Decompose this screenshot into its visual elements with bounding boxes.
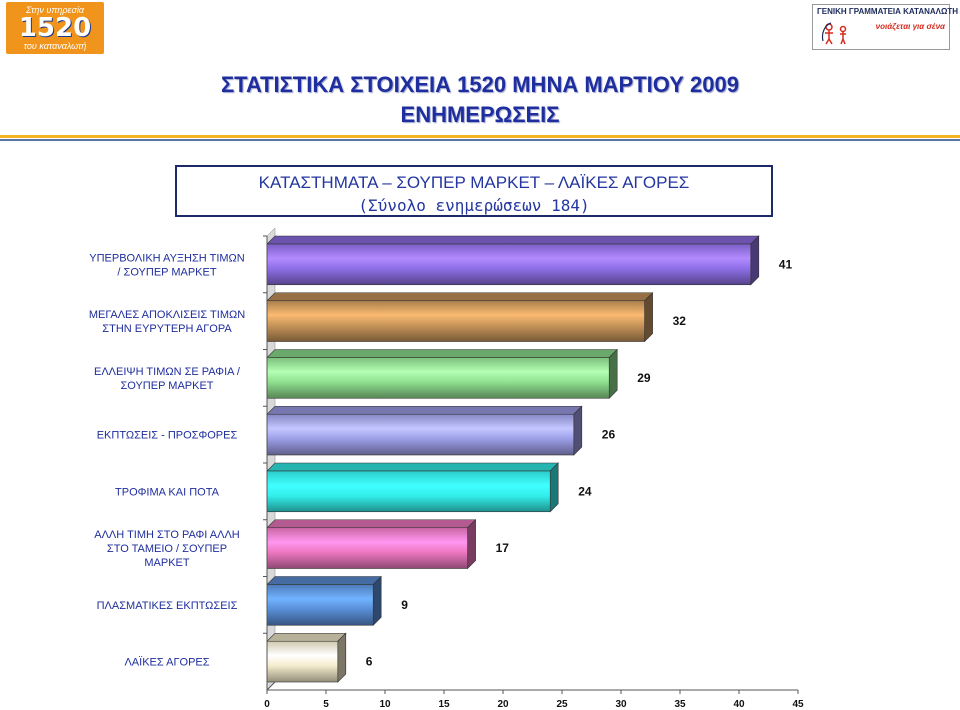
bar-end-face [372, 575, 382, 626]
category-label: ΕΛΛΕΙΨΗ ΤΙΜΩΝ ΣΕ ΡΑΦΙΑ / [94, 366, 241, 378]
bar [266, 243, 752, 286]
bar-end-face [549, 462, 559, 513]
x-tick-label: 45 [792, 699, 804, 710]
bar [266, 584, 374, 626]
bar [266, 640, 339, 683]
page-title: ΣΤΑΤΙΣΤΙΚΑ ΣΤΟΙΧΕΙΑ 1520 ΜΗΝΑ ΜΑΡΤΙΟΥ 20… [0, 70, 960, 130]
bar-top-face [266, 292, 654, 302]
bar [266, 413, 575, 456]
category-label: ΥΠΕΡΒΟΛΙΚΗ ΑΥΞΗΣΗ ΤΙΜΩΝ [89, 252, 244, 264]
x-tick-label: 30 [615, 699, 627, 710]
category-label: ΑΛΛΗ ΤΙΜΗ ΣΤΟ ΡΑΦΙ ΑΛΛΗ [94, 529, 240, 541]
x-tick-label: 25 [556, 699, 568, 710]
secretariat-slogan: νοιάζεται για σένα [875, 22, 945, 31]
bar [266, 300, 645, 342]
x-tick-label: 5 [323, 699, 329, 710]
bar-end-face [573, 405, 583, 456]
bar-end-face [608, 348, 618, 399]
chart-title-box: ΚΑΤΑΣΤΗΜΑΤΑ – ΣΟΥΠΕΡ ΜΑΡΚΕΤ – ΛΑΪΚΕΣ ΑΓΟ… [175, 165, 773, 217]
bar-top-face [266, 405, 583, 415]
category-label: ΜΕΓΑΛΕΣ ΑΠΟΚΛΙΣΕΙΣ ΤΙΜΩΝ [89, 309, 245, 321]
bar-top-face [266, 632, 347, 642]
logo-top-text: Στην υπηρεσία [25, 5, 85, 15]
x-tick-label: 20 [497, 699, 509, 710]
bar-end-face [750, 235, 760, 286]
bar-top-face [266, 462, 559, 472]
x-tick-label: 0 [264, 699, 270, 710]
chart-subtitle: (Σύνολο ενημερώσεων 184) [358, 196, 590, 215]
bar-top-face [266, 349, 618, 358]
x-tick-label: 35 [674, 699, 686, 710]
bar-end-face [337, 632, 347, 683]
bar [266, 357, 610, 399]
consumer-secretariat-logo: ΓΕΝΙΚΗ ΓΡΑΜΜΑΤΕΙΑ ΚΑΤΑΝΑΛΩΤΗ νοιάζεται γ… [812, 4, 958, 50]
bar-value-label: 24 [578, 484, 592, 498]
family-figures-icon [821, 22, 847, 45]
bar [266, 470, 551, 513]
title-divider-gold [0, 135, 960, 138]
category-label: ΣΤΗΝ ΕΥΡΥΤΕΡΗ ΑΓΟΡΑ [102, 323, 232, 335]
bar-value-label: 17 [496, 541, 510, 555]
bar-value-label: 6 [366, 655, 373, 669]
logo-bottom-text: του καταναλωτή [23, 41, 87, 51]
category-label: ΣΤΟ ΤΑΜΕΙΟ / ΣΟΥΠΕΡ [107, 543, 227, 555]
bar-end-face [467, 519, 476, 570]
x-tick-label: 40 [733, 699, 745, 710]
bar [266, 527, 468, 569]
bar-end-face [644, 292, 653, 343]
bar-top-face [266, 576, 382, 585]
category-label: ΛΑΪΚΕΣ ΑΓΟΡΕΣ [124, 657, 209, 669]
floor-edge [266, 681, 276, 691]
bar-top-face [266, 519, 477, 529]
bar-value-label: 9 [401, 598, 408, 612]
secretariat-name: ΓΕΝΙΚΗ ΓΡΑΜΜΑΤΕΙΑ ΚΑΤΑΝΑΛΩΤΗ [817, 7, 959, 16]
category-label: / ΣΟΥΠΕΡ ΜΑΡΚΕΤ [117, 266, 216, 278]
bar-top-face [266, 235, 760, 245]
category-label: ΕΚΠΤΩΣΕΙΣ - ΠΡΟΣΦΟΡΕΣ [97, 430, 238, 442]
chart-title: ΚΑΤΑΣΤΗΜΑΤΑ – ΣΟΥΠΕΡ ΜΑΡΚΕΤ – ΛΑΪΚΕΣ ΑΓΟ… [258, 173, 690, 192]
page-title-line2: ΕΝΗΜΕΡΩΣΕΙΣ [400, 102, 560, 127]
category-label: ΤΡΟΦΙΜΑ ΚΑΙ ΠΟΤΑ [115, 486, 220, 498]
title-divider-blue [0, 139, 960, 141]
bar-value-label: 41 [779, 257, 793, 271]
bar-value-label: 26 [602, 428, 616, 442]
page-title-line1: ΣΤΑΤΙΣΤΙΚΑ ΣΤΟΙΧΕΙΑ 1520 ΜΗΝΑ ΜΑΡΤΙΟΥ 20… [220, 72, 739, 97]
category-label: ΜΑΡΚΕΤ [144, 557, 190, 569]
x-tick-label: 15 [438, 699, 450, 710]
bar-value-label: 32 [673, 314, 687, 328]
x-tick-label: 10 [379, 699, 391, 710]
category-label: ΠΛΑΣΜΑΤΙΚΕΣ ΕΚΠΤΩΣΕΙΣ [97, 600, 238, 612]
logo-number: 1520 [18, 13, 92, 43]
hotline-1520-logo: Στην υπηρεσία 1520 του καταναλωτή [6, 2, 104, 54]
category-label: ΣΟΥΠΕΡ ΜΑΡΚΕΤ [120, 380, 213, 392]
bar-value-label: 29 [637, 371, 651, 385]
